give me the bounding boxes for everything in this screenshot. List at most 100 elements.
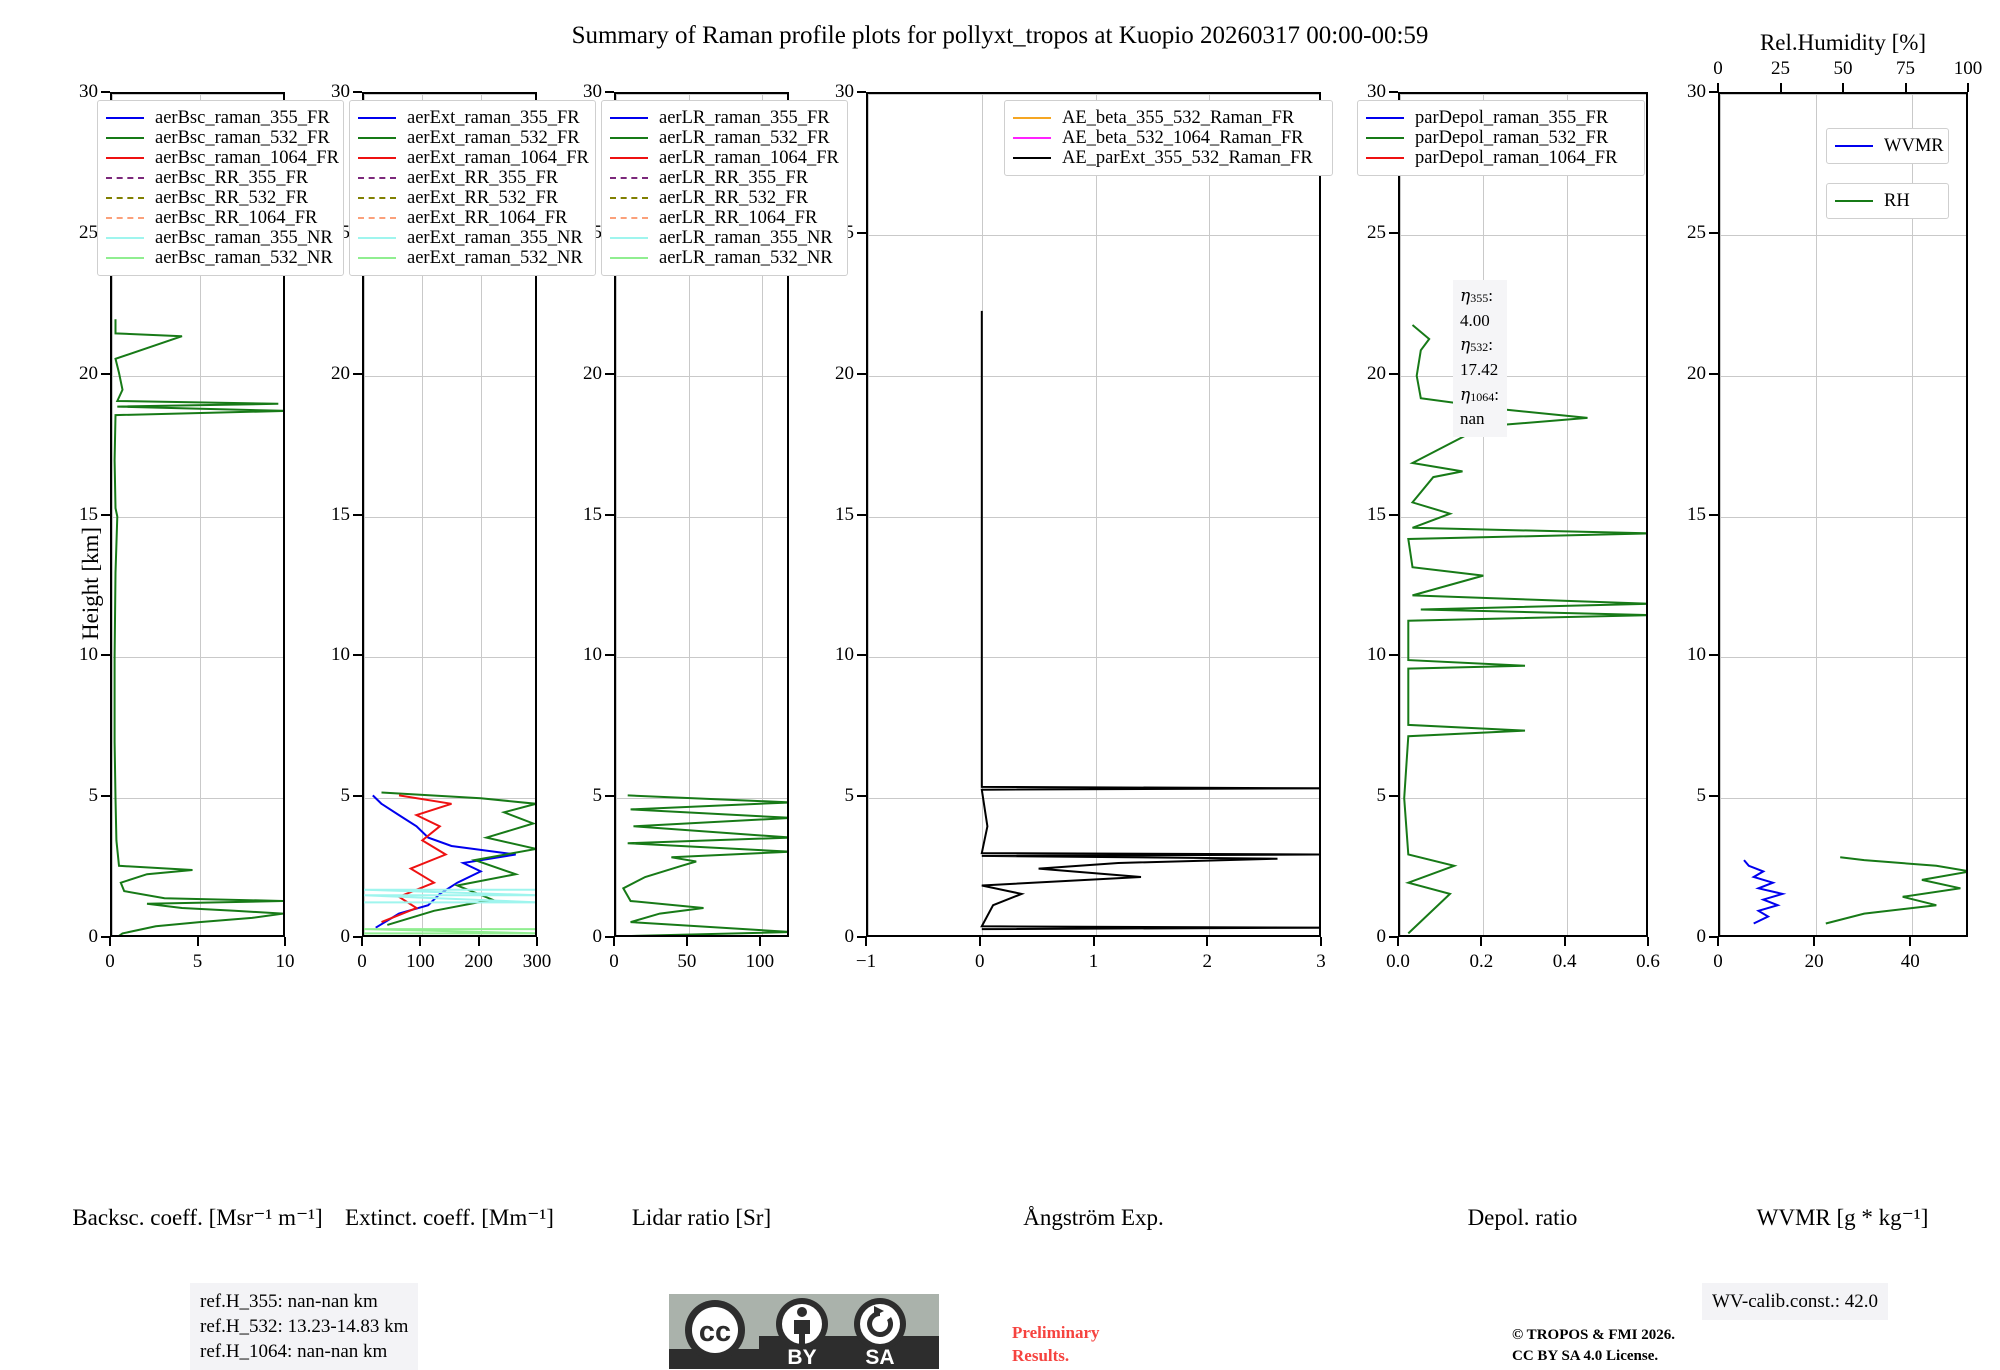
legend-swatch-purple <box>106 177 144 179</box>
gridline-horizontal <box>1400 657 1646 659</box>
legend-angstrom[interactable]: AE_beta_355_532_Raman_FR AE_beta_532_1064… <box>1004 100 1333 176</box>
legend-backscatter[interactable]: aerBsc_raman_355_FR aerBsc_raman_532_FR ae… <box>97 100 344 276</box>
legend-label: WVMR <box>1884 135 1944 156</box>
gridline-horizontal <box>1400 94 1646 95</box>
legend-entry: aerLR_RR_355_FR <box>610 168 838 188</box>
legend-swatch-orange <box>1013 117 1051 119</box>
legend-wvmr[interactable]: WVMR <box>1826 128 1949 164</box>
y-tick-mark <box>605 513 614 516</box>
legend-entry: parDepol_raman_1064_FR <box>1366 148 1635 168</box>
legend-entry: AE_beta_355_532_Raman_FR <box>1013 108 1323 128</box>
eta-532-symbol: η <box>1460 335 1471 356</box>
y-tick-label: 25 <box>1687 221 1706 243</box>
y-tick-label: 5 <box>88 785 99 807</box>
gridline-horizontal <box>364 94 535 95</box>
y-tick-mark <box>101 372 110 375</box>
legend-swatch-red <box>106 157 144 159</box>
cc-by-person-icon <box>776 1298 828 1350</box>
y-tick-mark <box>605 936 614 938</box>
data-curves <box>621 794 787 935</box>
legend-swatch-purple <box>610 177 648 179</box>
legend-label: AE_beta_532_1064_Raman_FR <box>1062 127 1304 148</box>
gridline-horizontal <box>868 798 1319 800</box>
preliminary-results-note: Preliminary Results. <box>1012 1323 1100 1365</box>
gridline-vertical <box>480 94 482 935</box>
x-axis-label-extinction: Extinct. coeff. [Mm⁻¹] <box>345 1205 554 1230</box>
x-tick-label: 0 <box>1713 951 1723 972</box>
gridline-vertical <box>1400 94 1401 935</box>
legend-swatch-salmon <box>106 217 144 219</box>
series-aerExt_raman_355_NR <box>364 888 535 904</box>
eta-annotation: η355: 4.00 η532: 17.42 η1064: nan <box>1453 280 1507 437</box>
y-tick-mark <box>353 372 362 375</box>
y-tick-mark <box>1389 936 1398 938</box>
y-tick-label: 10 <box>835 644 854 666</box>
legend-lidar-ratio[interactable]: aerLR_raman_355_FR aerLR_raman_532_FR aerL… <box>601 100 848 276</box>
legend-swatch-aqua <box>358 237 396 239</box>
copyright-credit: © TROPOS & FMI 2026. CC BY SA 4.0 Licens… <box>1512 1327 1676 1364</box>
eta-532-value: : 17.42 <box>1460 335 1499 379</box>
y-tick-mark <box>605 91 614 93</box>
legend-depol[interactable]: parDepol_raman_355_FR parDepol_raman_532_… <box>1357 100 1645 176</box>
y-tick-mark <box>857 91 866 93</box>
gridline-horizontal <box>868 516 1319 518</box>
y-tick-label: 20 <box>583 362 602 384</box>
wv-calibration-box: WV-calib.const.: 42.0 <box>1702 1283 1889 1321</box>
eta-1064-value: : nan <box>1460 384 1499 429</box>
y-tick-label: 15 <box>1367 503 1386 525</box>
plot-area-depol <box>1398 92 1648 937</box>
x-tick-mark <box>685 937 688 946</box>
legend-entry: aerBsc_raman_532_NR <box>106 248 334 268</box>
y-tick-mark <box>1389 654 1398 657</box>
legend-label: aerBsc_raman_532_NR <box>155 247 333 268</box>
y-tick-mark <box>1709 231 1718 234</box>
y-tick-label: 25 <box>1367 221 1386 243</box>
legend-swatch-magenta <box>1013 137 1051 139</box>
eta-355-symbol: η <box>1460 286 1471 306</box>
legend-label: aerExt_raman_532_FR <box>407 127 580 148</box>
legend-entry: aerLR_raman_355_NR <box>610 228 838 248</box>
gridline-vertical <box>364 94 365 935</box>
x-tick-label: 0.4 <box>1552 951 1577 972</box>
y-tick-label: 10 <box>1367 644 1386 666</box>
top-tick-mark <box>1779 83 1782 92</box>
y-tick-mark <box>1389 372 1398 375</box>
series-RH <box>1825 856 1966 925</box>
legend-rh[interactable]: RH <box>1826 183 1949 219</box>
gridline-horizontal <box>1400 234 1646 236</box>
y-tick-mark <box>605 654 614 657</box>
legend-swatch-lightgreen <box>610 257 648 259</box>
top-tick-label: 75 <box>1896 58 1915 79</box>
x-axis-label-lidar-ratio: Lidar ratio [Sr] <box>631 1205 772 1230</box>
legend-entry: RH <box>1835 191 1939 211</box>
legend-entry: aerBsc_raman_532_FR <box>106 128 334 148</box>
y-tick-label: 20 <box>1687 362 1706 384</box>
cc-by-sa-logo: cc BY SA <box>669 1294 939 1369</box>
gridline-vertical <box>1816 94 1818 935</box>
legend-swatch-blue <box>358 117 396 119</box>
legend-entry: aerExt_raman_355_NR <box>358 228 586 248</box>
x-tick-label: 300 <box>522 951 552 972</box>
gridline-vertical <box>1566 94 1568 935</box>
eta-1064-symbol: η <box>1460 384 1471 405</box>
y-tick-label: 15 <box>331 503 350 525</box>
y-tick-label: 10 <box>1687 644 1706 666</box>
legend-label: aerBsc_raman_1064_FR <box>155 147 339 168</box>
cc-sa-share-alike-icon <box>854 1298 906 1350</box>
legend-swatch-salmon <box>610 217 648 219</box>
y-tick-label: 0 <box>1696 926 1707 947</box>
gridline-horizontal <box>1400 798 1646 800</box>
gridline-vertical <box>422 94 424 935</box>
y-tick-mark <box>101 936 110 938</box>
y-tick-label: 30 <box>1687 81 1706 102</box>
y-tick-label: 10 <box>331 644 350 666</box>
y-tick-label: 0 <box>1376 926 1387 947</box>
legend-label: aerLR_RR_532_FR <box>659 187 809 208</box>
x-tick-mark <box>1480 937 1483 946</box>
y-tick-label: 5 <box>844 785 855 807</box>
legend-label: aerExt_raman_355_NR <box>407 227 583 248</box>
reference-heights-box: ref.H_355: nan-nan km ref.H_532: 13.23-1… <box>190 1283 419 1370</box>
legend-extinction[interactable]: aerExt_raman_355_FR aerExt_raman_532_FR ae… <box>349 100 596 276</box>
y-tick-label: 5 <box>592 785 603 807</box>
legend-label: aerBsc_RR_1064_FR <box>155 207 318 228</box>
